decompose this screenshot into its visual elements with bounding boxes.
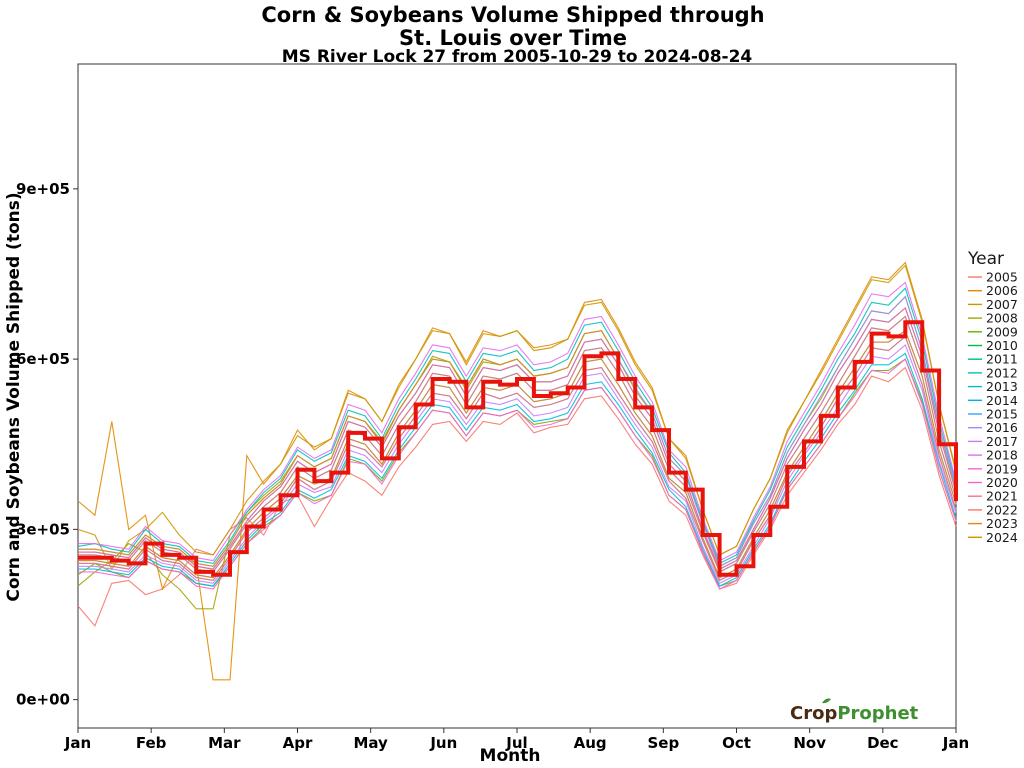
chart-subtitle: MS River Lock 27 from 2005-10-29 to 2024… (282, 47, 753, 67)
logo-text: CropProphet (790, 703, 919, 724)
legend-label-2010: 2010 (986, 338, 1018, 353)
x-tick-label: Jun (429, 734, 457, 752)
legend-label-2016: 2016 (986, 420, 1018, 435)
x-tick-label: Nov (793, 734, 826, 752)
series-line-2018 (78, 281, 957, 562)
logo-part2: Prophet (837, 703, 918, 724)
leaf-icon (822, 698, 831, 704)
y-tick-label: 0e+00 (16, 691, 70, 709)
legend-label-2006: 2006 (986, 283, 1018, 298)
legend-label-2012: 2012 (986, 365, 1018, 380)
legend-label-2022: 2022 (986, 502, 1018, 517)
legend-label-2008: 2008 (986, 311, 1018, 326)
legend-label-2014: 2014 (986, 393, 1018, 408)
x-tick-label: Dec (867, 734, 899, 752)
legend-label-2019: 2019 (986, 461, 1018, 476)
x-tick-label: Mar (208, 734, 241, 752)
legend: Year 20052006200720082009201020112012201… (967, 249, 1018, 545)
legend-label-2017: 2017 (986, 434, 1018, 449)
series-line-2022 (78, 315, 957, 573)
x-tick-label: Apr (283, 734, 313, 752)
x-tick-label: Sep (647, 734, 679, 752)
legend-label-2024: 2024 (986, 530, 1018, 545)
series-line-2012 (77, 287, 957, 565)
plot-panel (77, 63, 957, 729)
y-tick-label: 9e+05 (16, 180, 70, 198)
x-axis-label: Month (480, 746, 541, 766)
legend-label-2011: 2011 (986, 352, 1018, 367)
x-tick-label: Feb (136, 734, 167, 752)
legend-label-2005: 2005 (986, 270, 1018, 285)
legend-label-2023: 2023 (986, 516, 1018, 531)
x-tick-label: Aug (574, 734, 607, 752)
y-axis: 0e+00 3e+05 6e+05 9e+05 (16, 180, 78, 709)
legend-label-2007: 2007 (986, 297, 1018, 312)
logo: CropProphet (790, 698, 919, 724)
legend-label-2015: 2015 (986, 407, 1018, 422)
legend-label-2020: 2020 (986, 475, 1018, 490)
chart-title-line2: St. Louis over Time (399, 26, 627, 50)
y-axis-label: Corn and Soybeans Volume Shipped (tons) (4, 192, 24, 601)
x-tick-label: May (353, 734, 388, 752)
x-tick-label: Oct (722, 734, 751, 752)
logo-part1: Crop (790, 703, 837, 724)
series-line-2021 (78, 335, 957, 582)
series-line-2017 (78, 343, 957, 585)
legend-label-2018: 2018 (986, 448, 1018, 463)
series-line-2013 (78, 352, 957, 587)
x-tick-label: Jan (942, 734, 969, 752)
series-layer (77, 261, 957, 681)
legend-title: Year (967, 249, 1004, 269)
average-step-line (78, 320, 958, 577)
legend-label-2013: 2013 (986, 379, 1018, 394)
legend-label-2021: 2021 (986, 489, 1018, 504)
chart-title: Corn & Soybeans Volume Shipped through (261, 3, 764, 27)
y-tick-label: 6e+05 (16, 350, 70, 368)
series-line-2020 (78, 307, 957, 570)
legend-label-2009: 2009 (986, 324, 1018, 339)
x-tick-label: Jan (64, 734, 91, 752)
y-tick-label: 3e+05 (16, 520, 70, 538)
x-axis: Jan Feb Mar Apr May Jun Jul Aug Sep Oct Nov Dec Jan (64, 728, 969, 752)
series-line-2024 (78, 330, 619, 567)
series-line-2007 (77, 264, 957, 571)
x-tick-label: Jul (505, 734, 527, 752)
average-layer (78, 320, 958, 577)
